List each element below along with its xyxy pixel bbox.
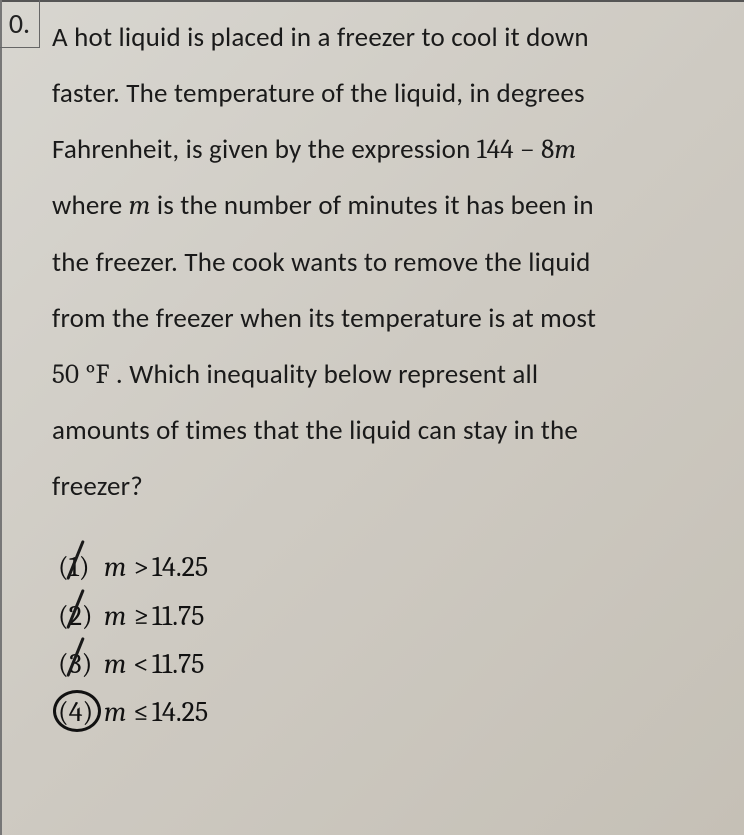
q-temp: 50 °F (52, 359, 110, 390)
option-expression: m≤14.25 (104, 688, 208, 736)
option-operator: < (133, 648, 149, 680)
handwritten-slash (64, 592, 94, 632)
expression-const: 144 − 8 (477, 134, 555, 165)
option-number: (4) (58, 688, 104, 736)
option-expression: m<11.75 (104, 640, 204, 688)
q-line-2: faster. The temperature of the liquid, i… (52, 77, 585, 110)
q-line-9: freezer? (52, 470, 143, 503)
q-line-4c: is the number of minutes it has been in (151, 189, 594, 222)
option-var: m (104, 551, 126, 583)
q-line-3a: Fahrenheit, is given by the expression (52, 133, 477, 166)
option-expression: m>14.25 (104, 543, 208, 591)
question-text: A hot liquid is placed in a freezer to c… (52, 10, 720, 515)
option-number: (2) (58, 592, 104, 640)
top-border (0, 0, 744, 2)
content-area: A hot liquid is placed in a freezer to c… (0, 0, 744, 736)
q-line-7b: . Which inequality below represent all (110, 358, 539, 391)
handwritten-circle (53, 690, 101, 732)
q-line-6: from the freezer when its temperature is… (52, 302, 596, 335)
left-edge (0, 0, 2, 835)
option-number: (3) (58, 640, 104, 688)
option-operator: ≤ (133, 696, 149, 728)
question-page: 0. A hot liquid is placed in a freezer t… (0, 0, 744, 835)
expression-var: m (554, 134, 576, 165)
option-3: (3)m<11.75 (58, 640, 720, 688)
option-operator: > (133, 551, 149, 583)
question-number-box: 0. (0, 0, 40, 48)
option-4: (4)m≤14.25 (58, 688, 720, 736)
option-value: 11.75 (152, 600, 205, 632)
option-2: (2)m≥11.75 (58, 592, 720, 640)
option-value: 14.25 (152, 696, 208, 728)
option-value: 11.75 (152, 648, 205, 680)
handwritten-slash (64, 640, 94, 680)
option-number: (1) (58, 543, 104, 591)
options-list: (1)m>14.25(2)m≥11.75(3)m<11.75(4)m≤14.25 (52, 543, 720, 736)
q-line-8: amounts of times that the liquid can sta… (52, 414, 578, 447)
handwritten-slash (64, 543, 94, 583)
option-var: m (104, 600, 126, 632)
option-operator: ≥ (133, 600, 149, 632)
option-1: (1)m>14.25 (58, 543, 720, 591)
option-var: m (104, 696, 126, 728)
q-var-m: m (129, 190, 151, 221)
q-line-5: the freezer. The cook wants to remove th… (52, 246, 591, 279)
option-expression: m≥11.75 (104, 592, 204, 640)
q-line-1: A hot liquid is placed in a freezer to c… (52, 21, 589, 54)
question-number: 0. (9, 6, 30, 41)
q-line-4a: where (52, 189, 129, 222)
option-value: 14.25 (152, 551, 208, 583)
option-var: m (104, 648, 126, 680)
